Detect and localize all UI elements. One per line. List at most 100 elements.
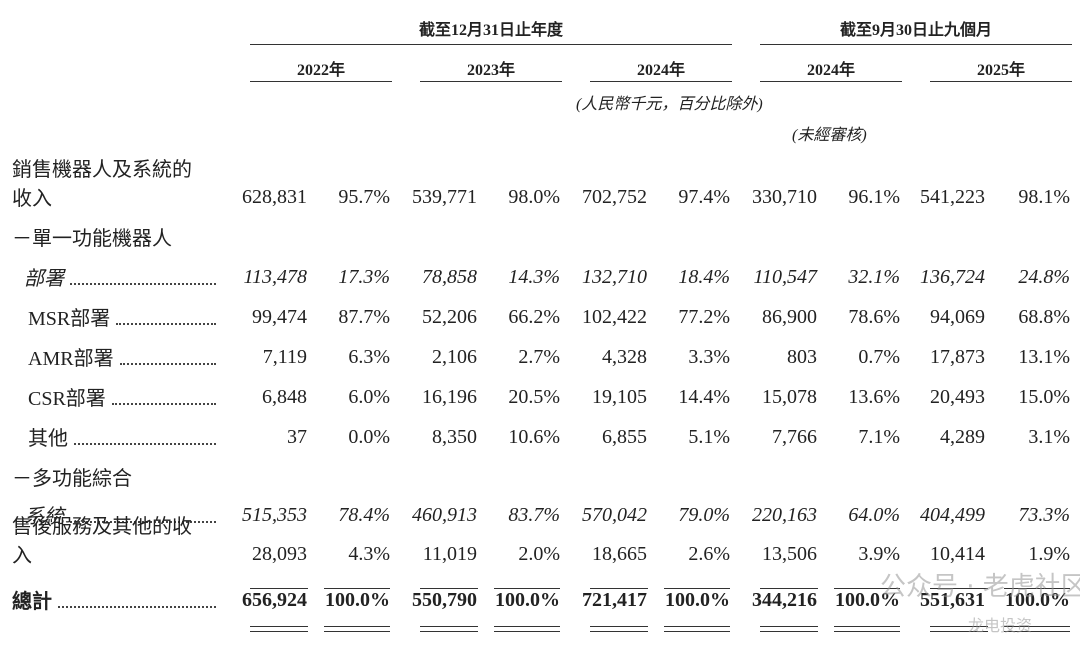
total-rule-double [324,631,390,632]
total-rule-double [834,631,900,632]
cell: 541,223 [920,186,985,208]
year-rule [590,81,732,82]
year-rule [760,81,902,82]
label-text: －單一功能機器人 [12,228,172,250]
dot-leader [119,363,216,365]
cell: 0.0% [348,426,390,448]
cell: 803 [787,346,817,368]
dot-leader [70,283,216,285]
label-text: 售後服務及其他的收入 [12,516,192,567]
cell: 628,831 [242,186,307,208]
label-text: 總計 [12,591,52,613]
cell: 52,206 [422,306,477,328]
total-rule-double [590,631,648,632]
cell: 64.0% [848,504,900,526]
total-rule-double [664,631,730,632]
total-rule-top [930,588,988,589]
cell: 515,353 [242,504,307,526]
cell: 96.1% [848,186,900,208]
cell: 100.0% [1005,589,1070,611]
cell: 97.4% [678,186,730,208]
cell: 3.3% [688,346,730,368]
total-rule-double [420,626,478,627]
total-rule-double [664,626,730,627]
total-rule-double [420,631,478,632]
watermark: 龙电投资 [968,616,1033,635]
cell: 13,506 [762,543,817,565]
cell: 102,422 [582,306,647,328]
cell: 1.9% [1028,543,1070,565]
total-rule-double [760,631,818,632]
cell: 86,900 [762,306,817,328]
cell: 110,547 [753,266,817,288]
label-text: 其他 [28,428,68,450]
cell: 460,913 [412,504,477,526]
group-title: 截至9月30日止九個月 [839,22,992,39]
total-rule-top [494,588,560,589]
cell: 15,078 [762,386,817,408]
label-text: CSR部署 [28,388,106,410]
cell: 14.4% [678,386,730,408]
row-label: 系統 [24,503,220,529]
dot-leader [111,403,216,405]
cell: 37 [287,426,307,448]
cell: 6.0% [348,386,390,408]
cell: 98.0% [508,186,560,208]
dot-leader [74,443,216,445]
unit-note: (人民幣千元，百分比除外) [576,96,763,113]
total-rule-double [590,626,648,627]
cell: 550,790 [412,589,477,611]
total-rule-top [1004,588,1070,589]
cell: 100.0% [835,589,900,611]
cell: 570,042 [582,504,647,526]
total-rule-top [590,588,648,589]
cell: 14.3% [508,266,560,288]
cell: 113,478 [243,266,307,288]
year-label: 2024年 [806,62,855,79]
cell: 6,848 [262,386,307,408]
cell: 16,196 [422,386,477,408]
audit-note: (未經審核) [792,127,867,144]
cell: 79.0% [678,504,730,526]
group-title: 截至12月31日止年度 [418,22,563,39]
total-rule-double [1004,631,1070,632]
cell: 18.4% [678,266,730,288]
row-label: CSR部署 [28,385,220,411]
cell: 3.9% [858,543,900,565]
cell: 78,858 [422,266,477,288]
cell: 551,631 [920,589,985,611]
cell: 3.1% [1028,426,1070,448]
year-label: 2022年 [296,62,345,79]
cell: 100.0% [325,589,390,611]
total-rule-double [1004,626,1070,627]
row-label: 售後服務及其他的收入 [12,516,220,568]
cell: 17.3% [338,266,390,288]
row-label: 銷售機器人及系統的收入 [12,159,220,211]
cell: 404,499 [920,504,985,526]
cell: 7.1% [858,426,900,448]
cell: 7,766 [772,426,817,448]
dot-leader [70,521,216,523]
cell: 20,493 [930,386,985,408]
total-rule-double [930,626,988,627]
cell: 73.3% [1018,504,1070,526]
cell: 6.3% [348,346,390,368]
cell: 4,328 [602,346,647,368]
row-label: 總計 [12,588,220,614]
total-rule-double [760,626,818,627]
cell: 2,106 [432,346,477,368]
cell: 68.8% [1018,306,1070,328]
cell: 2.7% [518,346,560,368]
cell: 0.7% [858,346,900,368]
cell: 4.3% [348,543,390,565]
cell: 78.6% [848,306,900,328]
total-rule-top [420,588,478,589]
dot-leader [116,323,216,325]
total-rule-top [250,588,308,589]
cell: 28,093 [252,543,307,565]
cell: 7,119 [262,346,307,368]
cell: 13.6% [848,386,900,408]
label-text: 部署 [24,268,64,290]
cell: 8,350 [432,426,477,448]
